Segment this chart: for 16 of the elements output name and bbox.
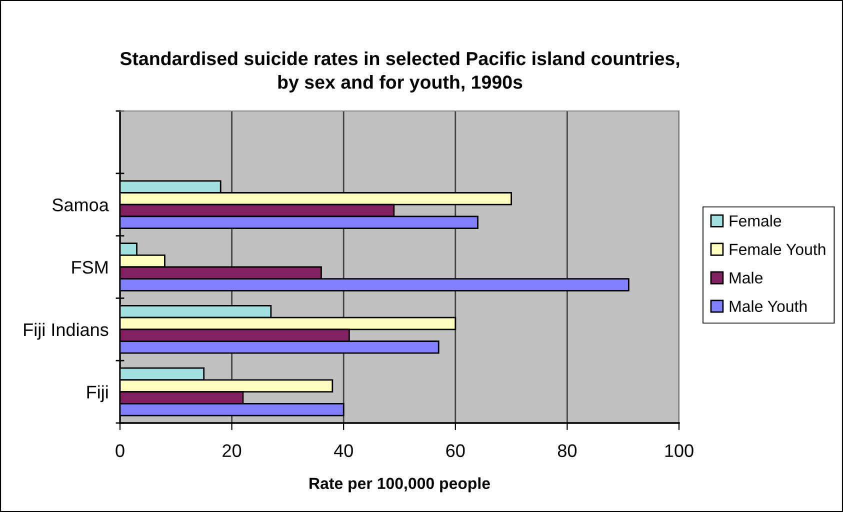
y-tick-label: Fiji: [87, 385, 108, 402]
legend-label: Female: [730, 214, 782, 227]
legend-label: Male: [730, 272, 762, 284]
legend-label: Female Youth: [730, 243, 826, 256]
y-tick-label: Samoa: [52, 198, 109, 212]
legend-label: Male Youth: [730, 300, 807, 312]
x-tick-label: 20: [222, 444, 242, 458]
x-tick-label: 100: [665, 444, 694, 458]
x-tick-label: 80: [558, 444, 577, 458]
y-tick-label: FSM: [72, 260, 108, 274]
y-tick-label: Fiji Indians: [24, 322, 108, 340]
x-tick-label: 60: [446, 444, 465, 458]
x-tick-label: 40: [334, 444, 353, 458]
x-tick-label: 0: [116, 444, 124, 458]
chart-title: Standardised suicide rates in selected Pacific island countries, by sex and for youth, 1990s: [120, 51, 680, 93]
x-axis-title: Rate per 100,000 people: [310, 477, 490, 492]
